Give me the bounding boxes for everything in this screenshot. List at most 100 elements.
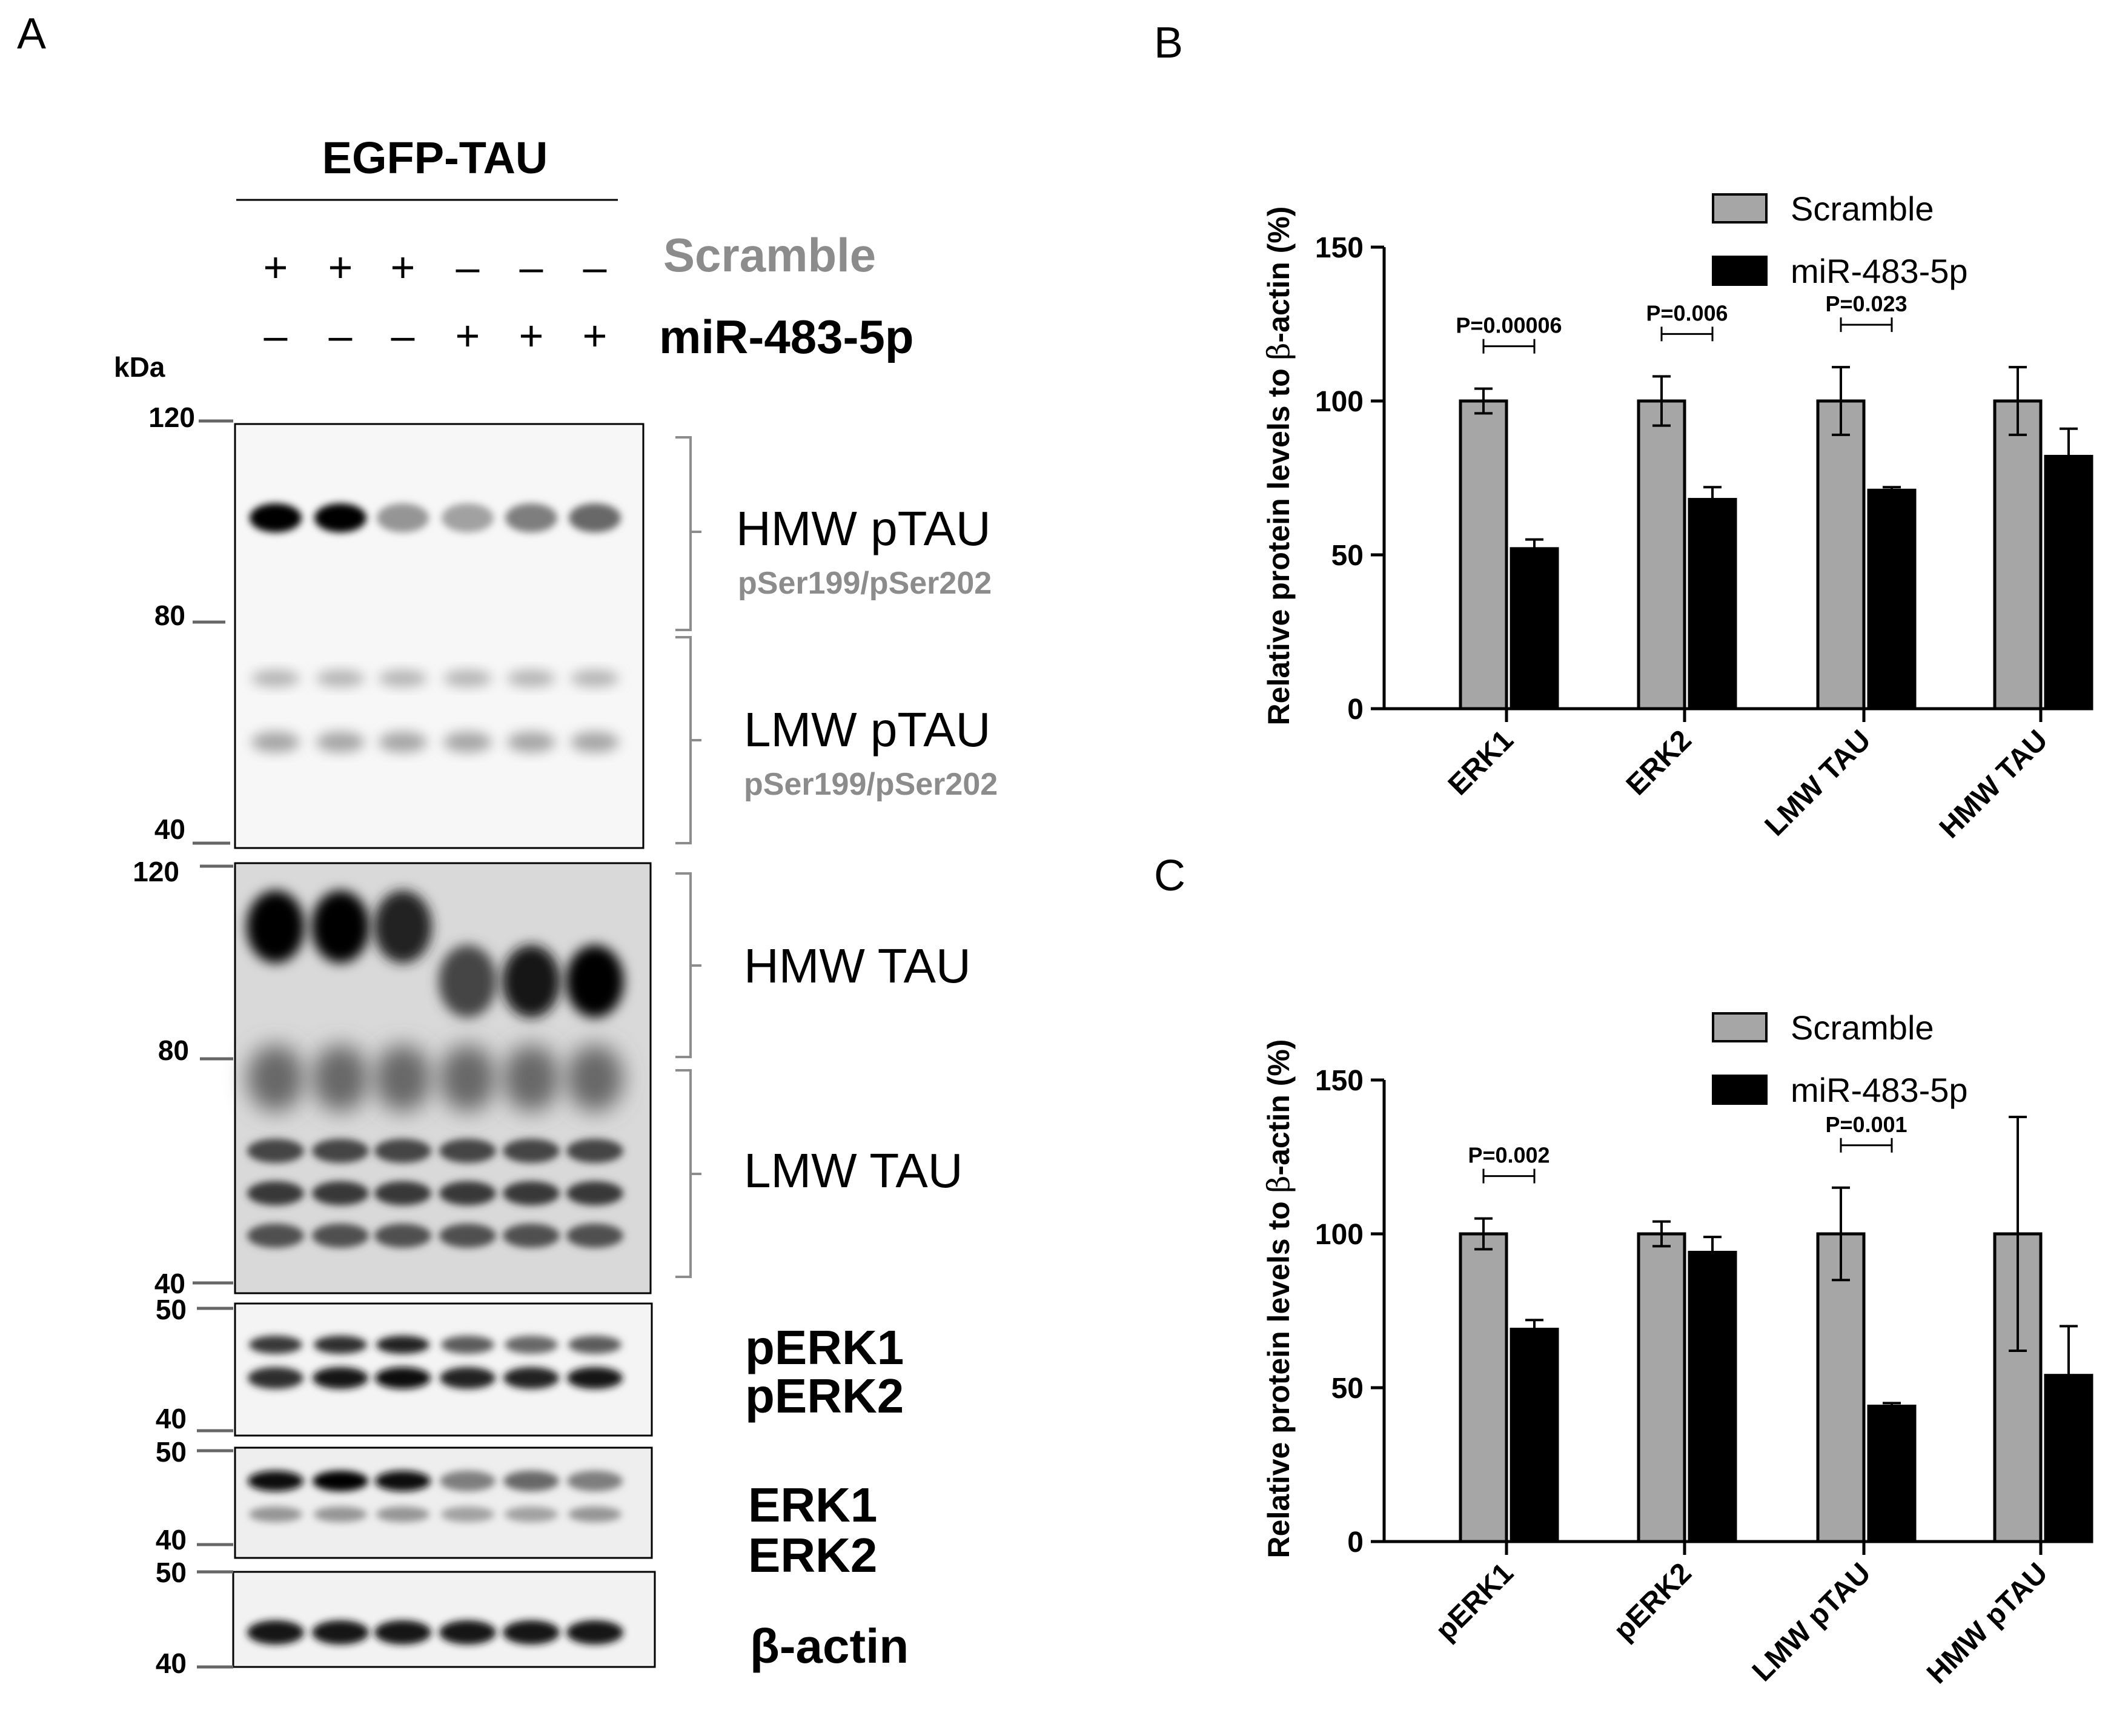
significance-bracket [1660,326,1714,342]
condition-sign: – [264,312,288,359]
legend-swatch [1712,193,1768,224]
marker-50-actin: 50 [156,1557,187,1588]
blot-band [440,1471,496,1491]
blot-band [503,1181,560,1205]
marker-40-tau: 40 [154,1268,185,1299]
condition-signs: + + + – – –– – – + + + [264,244,608,359]
bar-mir [2044,454,2093,711]
y-tick-label: 100 [1315,1219,1364,1251]
blot-band [247,1045,304,1112]
blot-actin: 50 40 β-actin [156,1557,909,1679]
blot-band [312,1620,369,1645]
significance-bracket [1840,1138,1893,1153]
blot-band [566,945,624,1018]
blot-band [313,1471,368,1491]
blot-band [249,1506,302,1522]
blot-band [247,1181,304,1205]
legend-label: miR-483-5p [1791,1071,1968,1109]
significance-bracket [1482,339,1536,354]
y-tick-label: 50 [1331,1373,1364,1405]
y-tick-label: 0 [1347,1526,1364,1559]
x-tick-label: pERK1 [1430,1557,1520,1647]
x-tick-label: HMW TAU [1934,724,2054,844]
blot-band [503,1620,560,1645]
blot-band [571,670,619,687]
blot-band [316,732,365,752]
error-bar [1832,1186,1850,1282]
blot-band [316,670,365,687]
blot-band [247,1620,304,1645]
label-hmw-ptau-site: pSer199/pSer202 [738,566,992,601]
p-value-label: P=0.006 [1646,300,1728,325]
blot-band [505,1336,558,1354]
legend-label: Scramble [1791,190,1934,228]
error-bar [1832,366,1850,436]
blot-tau: 120 80 40 HMW TAU LMW TAU [133,856,971,1299]
significance-bracket [1840,317,1893,333]
kda-label: kDa [114,351,165,383]
p-value-label: P=0.00006 [1456,313,1562,338]
y-axis-label: Relative protein levels to β-actin (%) [1261,207,1296,726]
blot-band [443,670,492,687]
chart-b: Relative protein levels to β-actin (%) 0 5… [1261,190,2093,844]
blot-band [314,503,366,532]
blot-band [503,1139,560,1163]
blot-band [505,503,557,532]
bar-mir [1688,498,1737,711]
p-value-label: P=0.023 [1825,291,1907,316]
condition-sign: + [519,312,544,359]
bar-scramble [1816,1232,1866,1543]
blot-band [312,1139,369,1163]
x-tick-label: ERK1 [1442,724,1520,801]
y-tick-label: 150 [1315,232,1364,264]
label-lmw-tau: LMW TAU [744,1144,963,1198]
error-bar [2060,427,2078,486]
condition-sign: – [391,312,415,359]
blot-band [379,732,427,752]
y-tick-label: 100 [1315,386,1364,418]
error-bar [1703,486,1722,513]
panel-label-b: B [1154,19,1183,67]
legend-swatch [1712,1012,1768,1042]
label-beta-actin: β-actin [750,1619,909,1673]
blot-band [439,1181,496,1205]
marker-40-perk: 40 [156,1403,187,1434]
error-bar [1652,1220,1671,1248]
x-tick-label: HMW pTAU [1921,1557,2054,1690]
label-lmw-ptau: LMW pTAU [744,703,990,757]
blot-band [314,1506,367,1522]
error-bar [1703,1236,1722,1269]
p-value-label: P=0.002 [1468,1143,1550,1168]
blot-band [440,1367,496,1389]
bar-scramble [1637,1232,1686,1543]
legend-swatch [1712,256,1768,286]
error-bar [2009,1115,2027,1353]
blot-band [374,1224,431,1248]
panel-label-a: A [17,10,46,58]
blot-band [439,1045,496,1112]
blot-band [250,503,302,532]
blot-band [566,1139,623,1163]
blot-band [314,1336,367,1354]
blot-band [374,1045,431,1112]
blot-band [566,1045,623,1112]
blot-band [376,1506,429,1522]
blot-band [505,1506,558,1522]
blot-perk: 50 40 pERK1 pERK2 [156,1294,904,1437]
condition-sign: – [329,312,353,359]
blot-band [312,1224,369,1248]
blot-band [442,503,494,532]
bar-scramble [1816,399,1866,711]
blot-band [571,732,619,752]
blot-band [376,1336,429,1354]
bar-mir [1688,1250,1737,1543]
error-bar [1652,375,1671,427]
marker-120: 120 [148,402,195,433]
condition-label-mir: miR-483-5p [659,310,913,363]
error-bar [2060,1325,2078,1426]
marker-40-actin: 40 [156,1648,187,1679]
blot-band [569,503,621,532]
error-bar [1883,1402,1901,1411]
blot-band [566,1224,623,1248]
